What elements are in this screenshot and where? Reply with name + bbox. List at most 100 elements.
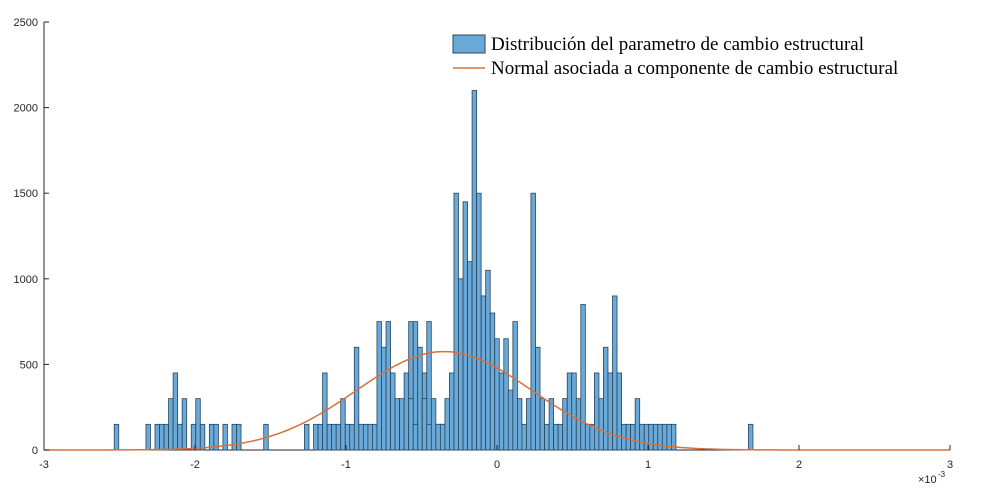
histogram-bar <box>154 423 160 451</box>
histogram-bar <box>168 398 174 451</box>
histogram-bar <box>181 398 188 451</box>
histogram-bar <box>430 398 437 451</box>
y-tick-label: 500 <box>20 359 38 371</box>
x-tick-label: 3 <box>947 459 953 471</box>
y-tick-label: 2500 <box>14 17 38 29</box>
histogram-bar <box>163 423 169 451</box>
histogram-bar <box>603 346 609 451</box>
histogram-bar <box>589 423 595 451</box>
histogram-bar <box>566 372 573 451</box>
histogram-bar <box>177 423 183 451</box>
histogram-bar <box>526 398 532 451</box>
histogram-bar <box>326 423 333 451</box>
histogram-bar <box>512 321 518 451</box>
histogram-bar <box>317 423 323 451</box>
x-tick-label: 1 <box>645 459 651 471</box>
histogram-bar <box>199 423 206 451</box>
histogram-bar <box>222 423 228 451</box>
y-tick-label: 0 <box>32 445 38 457</box>
histogram-bar <box>498 372 505 451</box>
legend-label-histogram: Distribución del parametro de cambio est… <box>491 34 864 55</box>
histogram-bar <box>471 90 478 451</box>
histogram-bar <box>172 372 179 451</box>
histogram-bar <box>231 423 237 451</box>
histogram-bar <box>557 423 564 451</box>
histogram-bar <box>412 423 419 451</box>
histogram-bar <box>439 423 446 451</box>
histogram-bar <box>494 338 500 451</box>
histogram-bar <box>530 192 536 451</box>
histogram-bar <box>453 192 459 451</box>
histogram-bar <box>358 423 364 451</box>
histogram-bar <box>571 372 577 451</box>
histogram-bar <box>449 372 455 451</box>
x-tick-label: 0 <box>494 459 500 471</box>
histogram-bar <box>403 372 410 451</box>
histogram-bar <box>408 398 414 451</box>
y-tick-label: 2000 <box>14 103 38 115</box>
histogram-bar <box>648 423 654 451</box>
histogram-bar <box>485 269 491 451</box>
histogram-bar <box>462 201 468 451</box>
histogram-bar <box>381 346 387 451</box>
histogram-bar <box>535 346 541 451</box>
histogram-bar <box>562 398 568 451</box>
histogram-bar <box>421 398 428 451</box>
histogram-bar <box>480 295 487 451</box>
histogram-bar <box>417 346 423 451</box>
histogram-bar <box>394 398 401 451</box>
histogram-bar <box>353 346 360 451</box>
histogram-bar <box>748 423 754 451</box>
histogram-bar <box>213 423 219 451</box>
histogram-bar <box>331 423 337 451</box>
histogram-bar <box>616 372 622 451</box>
histogram-bar <box>489 312 496 451</box>
histogram-bar <box>458 278 464 451</box>
x-tick-label: -1 <box>341 459 351 471</box>
histogram-bar <box>630 423 636 451</box>
histogram-bars <box>113 90 754 451</box>
axis-ticks: -3 -2 -1 0 1 2 3 0 500 1000 1500 2000 2500 <box>14 17 954 471</box>
legend-swatch-histogram <box>452 34 486 54</box>
x-tick-label: -3 <box>39 459 49 471</box>
histogram-bar <box>340 398 346 451</box>
y-tick-label: 1500 <box>14 188 38 200</box>
x-tick-label: -2 <box>190 459 200 471</box>
histogram-bar <box>362 423 369 451</box>
histogram-bar <box>435 423 441 451</box>
histogram-bar <box>639 423 645 451</box>
histogram-bar <box>548 398 555 451</box>
histogram-bar <box>503 338 509 451</box>
histogram-bar <box>575 398 582 451</box>
x-exponent-base: ×10 <box>918 474 937 486</box>
histogram-bar <box>145 423 151 451</box>
legend: Distribución del parametro de cambio est… <box>452 34 898 79</box>
x-exponent-label: ×10 -3 <box>918 470 946 486</box>
histogram-bar <box>390 372 396 451</box>
histogram-bar <box>580 304 586 451</box>
histogram-bar <box>195 398 201 451</box>
histogram-bar <box>507 389 514 451</box>
histogram-bar <box>399 398 405 451</box>
histogram-bar <box>476 192 482 451</box>
histogram-bar <box>521 423 527 451</box>
histogram-bar <box>304 423 310 451</box>
histogram-bar <box>652 423 659 451</box>
histogram-bar <box>584 423 591 451</box>
histogram-bar <box>372 423 378 451</box>
histogram-bar <box>593 372 600 451</box>
histogram-bar <box>236 423 242 451</box>
histogram-bar <box>208 423 215 451</box>
histogram-bar <box>367 423 373 451</box>
histogram-bar <box>516 398 523 451</box>
histogram-bar <box>544 423 550 451</box>
histogram-bar <box>553 423 559 451</box>
histogram-bar <box>671 423 677 451</box>
histogram-bar <box>426 423 432 451</box>
histogram-bar <box>444 398 450 451</box>
histogram-bar <box>607 372 613 451</box>
x-tick-label: 2 <box>796 459 802 471</box>
legend-label-normal: Normal asociada a componente de cambio e… <box>491 58 898 79</box>
histogram-bar <box>313 423 319 451</box>
